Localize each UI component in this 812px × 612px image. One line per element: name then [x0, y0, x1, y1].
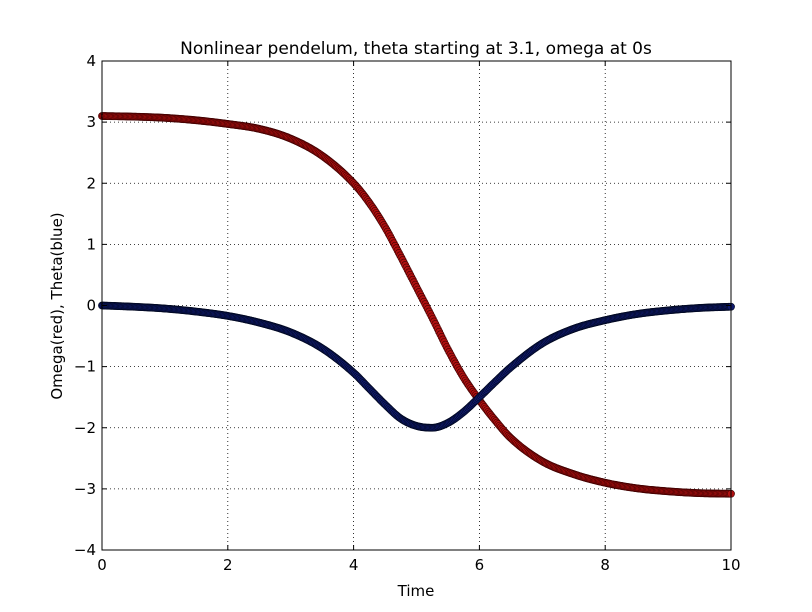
plot-frame — [101, 60, 732, 551]
chart-title: Nonlinear pendelum, theta starting at 3.… — [180, 39, 652, 59]
x-tick-label: 0 — [97, 556, 107, 574]
x-tick-label: 8 — [600, 556, 610, 574]
x-axis-label: Time — [397, 582, 435, 600]
y-tick-label: 1 — [86, 235, 96, 253]
y-tick-label: 4 — [86, 52, 96, 70]
y-tick-label: 3 — [86, 113, 96, 131]
x-tick-label: 2 — [223, 556, 233, 574]
series-0 — [98, 112, 735, 498]
y-tick-label: −4 — [74, 541, 96, 559]
y-tick-label: −3 — [74, 480, 96, 498]
series-1 — [98, 301, 735, 432]
y-tick-label: −2 — [74, 419, 96, 437]
x-tick-label: 6 — [475, 556, 485, 574]
y-tick-label: 2 — [86, 174, 96, 192]
y-tick-label: −1 — [74, 358, 96, 376]
y-tick-label: 0 — [86, 297, 96, 315]
x-tick-label: 10 — [721, 556, 740, 574]
grid — [102, 61, 731, 550]
x-tick-label: 4 — [349, 556, 359, 574]
ticks — [101, 60, 732, 551]
y-axis-label: Omega(red), Theta(blue) — [48, 212, 66, 399]
series-layer — [98, 112, 735, 498]
